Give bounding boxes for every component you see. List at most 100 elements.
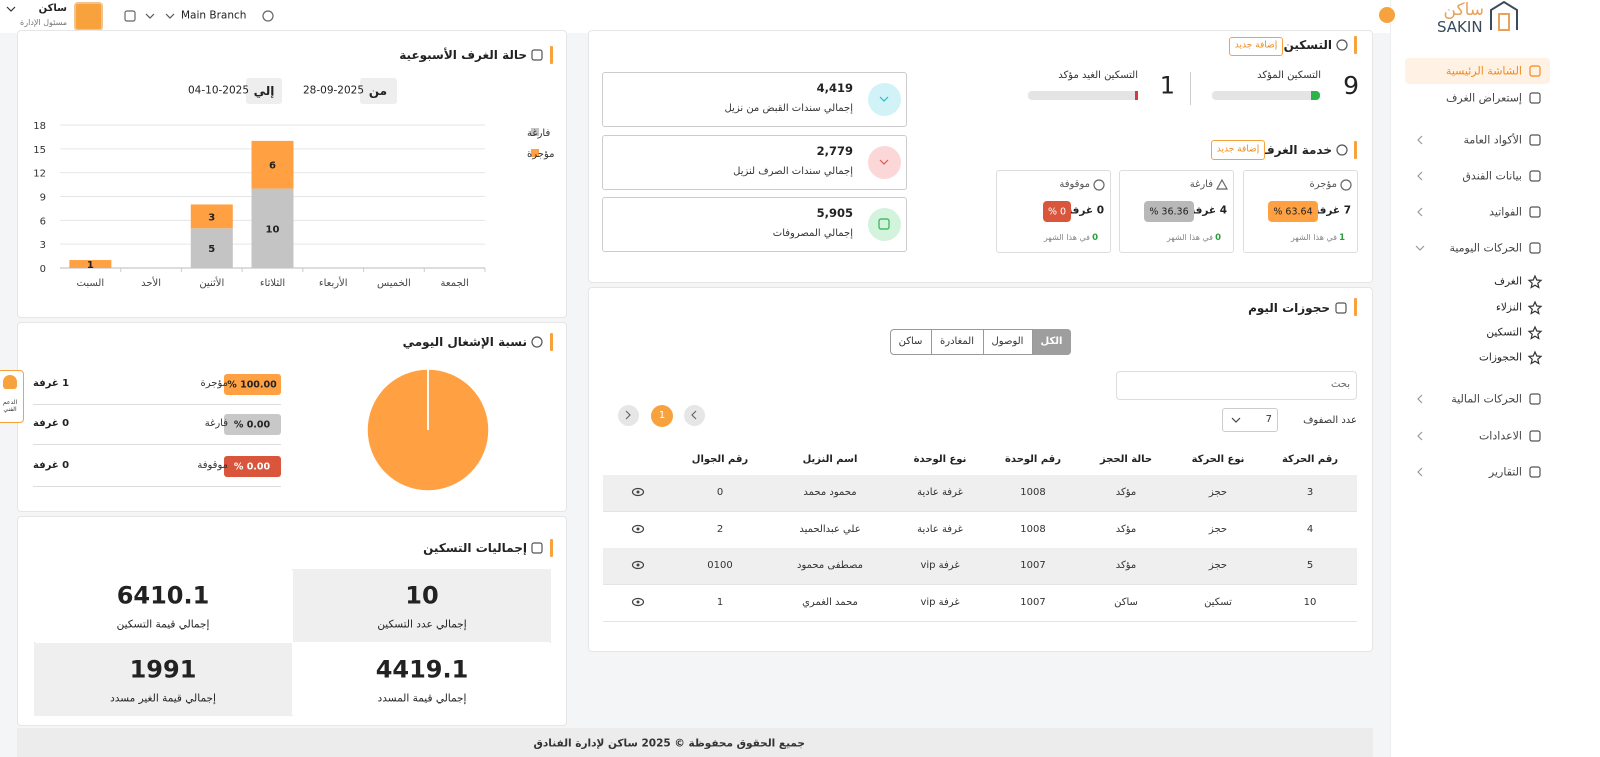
add-button[interactable] xyxy=(1229,37,1283,56)
page-next[interactable] xyxy=(618,405,639,426)
menu-icon xyxy=(1529,393,1541,405)
sidebar xyxy=(1390,0,1600,757)
y-tick-label: 18 xyxy=(33,121,46,132)
icon-shape xyxy=(1335,302,1347,314)
percent-badge-label: 63.64 % xyxy=(1273,206,1313,218)
menu-item[interactable]: الفواتيد xyxy=(1489,205,1522,219)
sidebar-toggle[interactable] xyxy=(1379,7,1395,23)
icon-shape xyxy=(1527,325,1543,340)
table-row xyxy=(603,585,1357,622)
menu-item[interactable]: التقارير xyxy=(1488,465,1522,479)
icon-shape xyxy=(1529,134,1541,146)
tab-label[interactable]: الكل xyxy=(1040,336,1063,347)
view-button[interactable] xyxy=(631,595,645,609)
status-icon xyxy=(1093,179,1105,191)
user-role: مسئول الإدارة xyxy=(20,18,67,28)
column-header: رقم الحركة xyxy=(1281,454,1339,465)
stat-value: 5,905 xyxy=(816,206,853,221)
icon-shape xyxy=(636,527,640,531)
title-accent xyxy=(1354,298,1357,316)
menu-chevron xyxy=(1415,245,1425,251)
to-label[interactable]: إلي xyxy=(253,83,275,98)
menu-active-bg xyxy=(1405,58,1550,84)
add-button[interactable] xyxy=(1211,140,1265,160)
from-button[interactable] xyxy=(360,78,397,104)
menu-item[interactable]: الأكواد العامة xyxy=(1463,133,1522,147)
rows-select[interactable] xyxy=(1222,408,1278,432)
data-label: 6 xyxy=(269,161,276,172)
section-title: نسبة الإشغال اليومي xyxy=(402,334,527,349)
submenu-item[interactable]: الحجوزات xyxy=(1479,351,1522,364)
add-button-label[interactable]: إضافة جديد xyxy=(1216,144,1260,155)
icon-shape xyxy=(1215,178,1229,190)
submenu-icon xyxy=(1527,300,1543,315)
totals-grid xyxy=(34,569,551,716)
to-date[interactable]: 04-10-2025 xyxy=(188,84,250,97)
menu-item[interactable]: بيانات الفندق xyxy=(1462,169,1522,183)
page-current[interactable] xyxy=(651,405,673,427)
count: 9 xyxy=(1343,71,1359,100)
add-button-label[interactable]: إضافة جديد xyxy=(1234,40,1278,51)
status-icon xyxy=(1340,179,1352,191)
tab-label[interactable]: ساكن xyxy=(898,336,923,347)
occupancy-icon xyxy=(531,336,543,348)
table-cell: 1007 xyxy=(1020,597,1046,608)
menu-item[interactable]: الاعدادات xyxy=(1478,429,1522,443)
from-date[interactable]: 28-09-2025 xyxy=(303,84,365,97)
tab[interactable] xyxy=(1032,329,1071,355)
view-button[interactable] xyxy=(631,522,645,536)
total-cell xyxy=(293,569,551,642)
logo-building xyxy=(1490,0,1518,31)
legend-label: موقوفة xyxy=(197,460,228,471)
progress-fill xyxy=(1311,91,1320,100)
submenu-item[interactable]: النزلاء xyxy=(1495,301,1522,314)
stat-glyph xyxy=(878,218,890,230)
page-prev[interactable] xyxy=(684,405,705,426)
section-title: إجماليات التسكين xyxy=(423,540,527,555)
table-cell: مؤكد xyxy=(1115,560,1137,571)
menu-item[interactable]: الحركات اليومية xyxy=(1449,241,1522,255)
stat-box xyxy=(602,135,907,190)
page-number[interactable]: 1 xyxy=(658,410,666,421)
submenu-item[interactable]: التسكين xyxy=(1486,326,1522,339)
table-cell: 3 xyxy=(1306,487,1314,498)
menu-item[interactable]: إستعراض الغرف xyxy=(1445,91,1522,105)
menu-item[interactable]: الحركات المالية xyxy=(1451,392,1522,406)
table-row xyxy=(603,475,1357,512)
to-button[interactable] xyxy=(246,78,282,104)
total-label: إجمالي قيمة الغير مسدد xyxy=(110,692,216,705)
search-box[interactable] xyxy=(1116,371,1357,400)
y-tick-label: 0 xyxy=(40,264,46,275)
label: التسكين المؤكد xyxy=(1257,70,1321,81)
icon-shape xyxy=(1336,39,1348,51)
view-button[interactable] xyxy=(631,485,645,499)
x-tick-label: الثلاثاء xyxy=(260,278,285,289)
submenu-item[interactable]: الغرف xyxy=(1494,275,1522,288)
month-change: 0 xyxy=(1215,232,1221,243)
status-label: مؤجرة xyxy=(1309,179,1337,190)
stat-box xyxy=(602,72,907,127)
branch-select[interactable]: Main Branch xyxy=(181,9,247,22)
support-label[interactable]: الدعم الفني xyxy=(2,398,18,413)
data-label: 1 xyxy=(87,260,94,271)
total-label: إجمالي قيمة المسدد xyxy=(377,692,467,705)
legend-label: فارغة xyxy=(527,128,550,139)
tab-label[interactable]: الوصول xyxy=(991,336,1024,347)
from-label[interactable]: من xyxy=(368,83,388,98)
menu-icon xyxy=(1529,134,1541,146)
menu-item[interactable]: الشاشة الرئيسية xyxy=(1445,64,1522,78)
rows-select-value: 7 xyxy=(1265,414,1272,425)
total-label: إجمالي عدد التسكين xyxy=(377,618,467,631)
status-rooms: 7 غرفة xyxy=(1313,204,1351,217)
tab[interactable] xyxy=(983,329,1032,355)
view-button[interactable] xyxy=(631,558,645,572)
icon-shape xyxy=(1093,179,1105,191)
bar xyxy=(251,140,294,189)
label: التسكين الغيد مؤكد xyxy=(1058,70,1138,81)
table-cell: مصطفى محمود xyxy=(796,560,864,571)
month-change: 1 xyxy=(1339,232,1345,243)
tab[interactable] xyxy=(931,329,983,355)
icon-shape xyxy=(1529,92,1541,104)
submenu-icon xyxy=(1527,350,1543,365)
tab-label[interactable]: المغادرة xyxy=(940,336,974,347)
